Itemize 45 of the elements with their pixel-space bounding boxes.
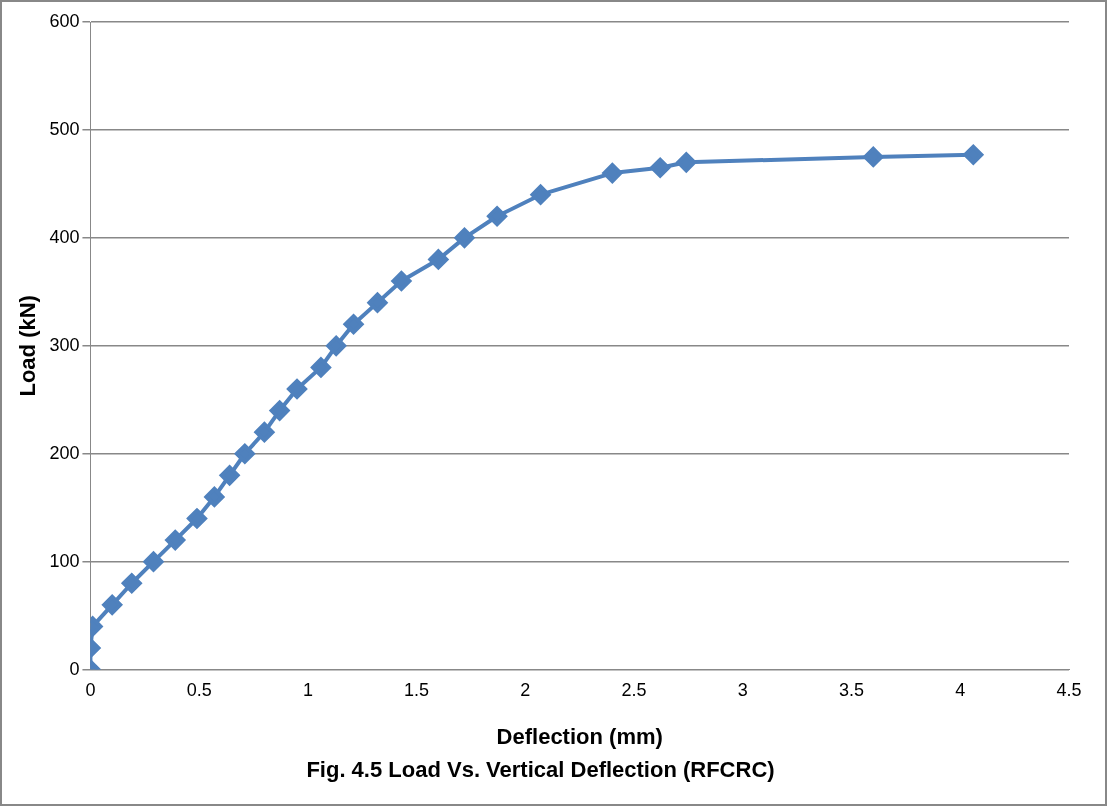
point xyxy=(650,157,671,178)
y-tick-label: 300 xyxy=(49,334,80,355)
point xyxy=(454,227,475,248)
y-tick-label: 500 xyxy=(49,118,80,139)
point xyxy=(165,530,186,551)
point xyxy=(326,335,347,356)
x-tick-label: 0 xyxy=(85,680,96,701)
x-tick-label: 2 xyxy=(520,680,531,701)
x-tick-label: 1 xyxy=(302,680,313,701)
x-tick-label: 3.5 xyxy=(839,680,865,701)
point xyxy=(186,508,207,529)
point xyxy=(963,144,984,165)
y-tick-label: 600 xyxy=(49,10,80,31)
x-tick-label: 4.5 xyxy=(1056,680,1082,701)
point xyxy=(234,443,255,464)
y-tick-label: 0 xyxy=(69,658,80,679)
x-tick-label: 1.5 xyxy=(404,680,430,701)
point xyxy=(204,486,225,507)
y-tick-label: 100 xyxy=(49,550,80,571)
text: Fig. 4.5 Load Vs. Vertical Deflection (RFCRC) xyxy=(306,756,775,782)
point xyxy=(676,152,697,173)
x-tick-label: 0.5 xyxy=(186,680,212,701)
point xyxy=(287,378,308,399)
point xyxy=(367,292,388,313)
point xyxy=(102,594,123,615)
point xyxy=(121,573,142,594)
point xyxy=(530,184,551,205)
y-axis-title: Load (kN) xyxy=(15,295,41,397)
point xyxy=(143,551,164,572)
point xyxy=(219,465,240,486)
x-axis-title: Deflection (mm) xyxy=(496,724,663,750)
point xyxy=(310,357,331,378)
point xyxy=(254,422,275,443)
point xyxy=(428,249,449,270)
x-tick-label: 2.5 xyxy=(621,680,647,701)
x-tick-label: 3 xyxy=(737,680,748,701)
y-tick-label: 200 xyxy=(49,442,80,463)
point xyxy=(487,206,508,227)
y-tick-label: 400 xyxy=(49,226,80,247)
point xyxy=(863,146,884,167)
point xyxy=(343,314,364,335)
point xyxy=(391,271,412,292)
point xyxy=(269,400,290,421)
point xyxy=(602,163,623,184)
x-tick-label: 4 xyxy=(955,680,966,701)
